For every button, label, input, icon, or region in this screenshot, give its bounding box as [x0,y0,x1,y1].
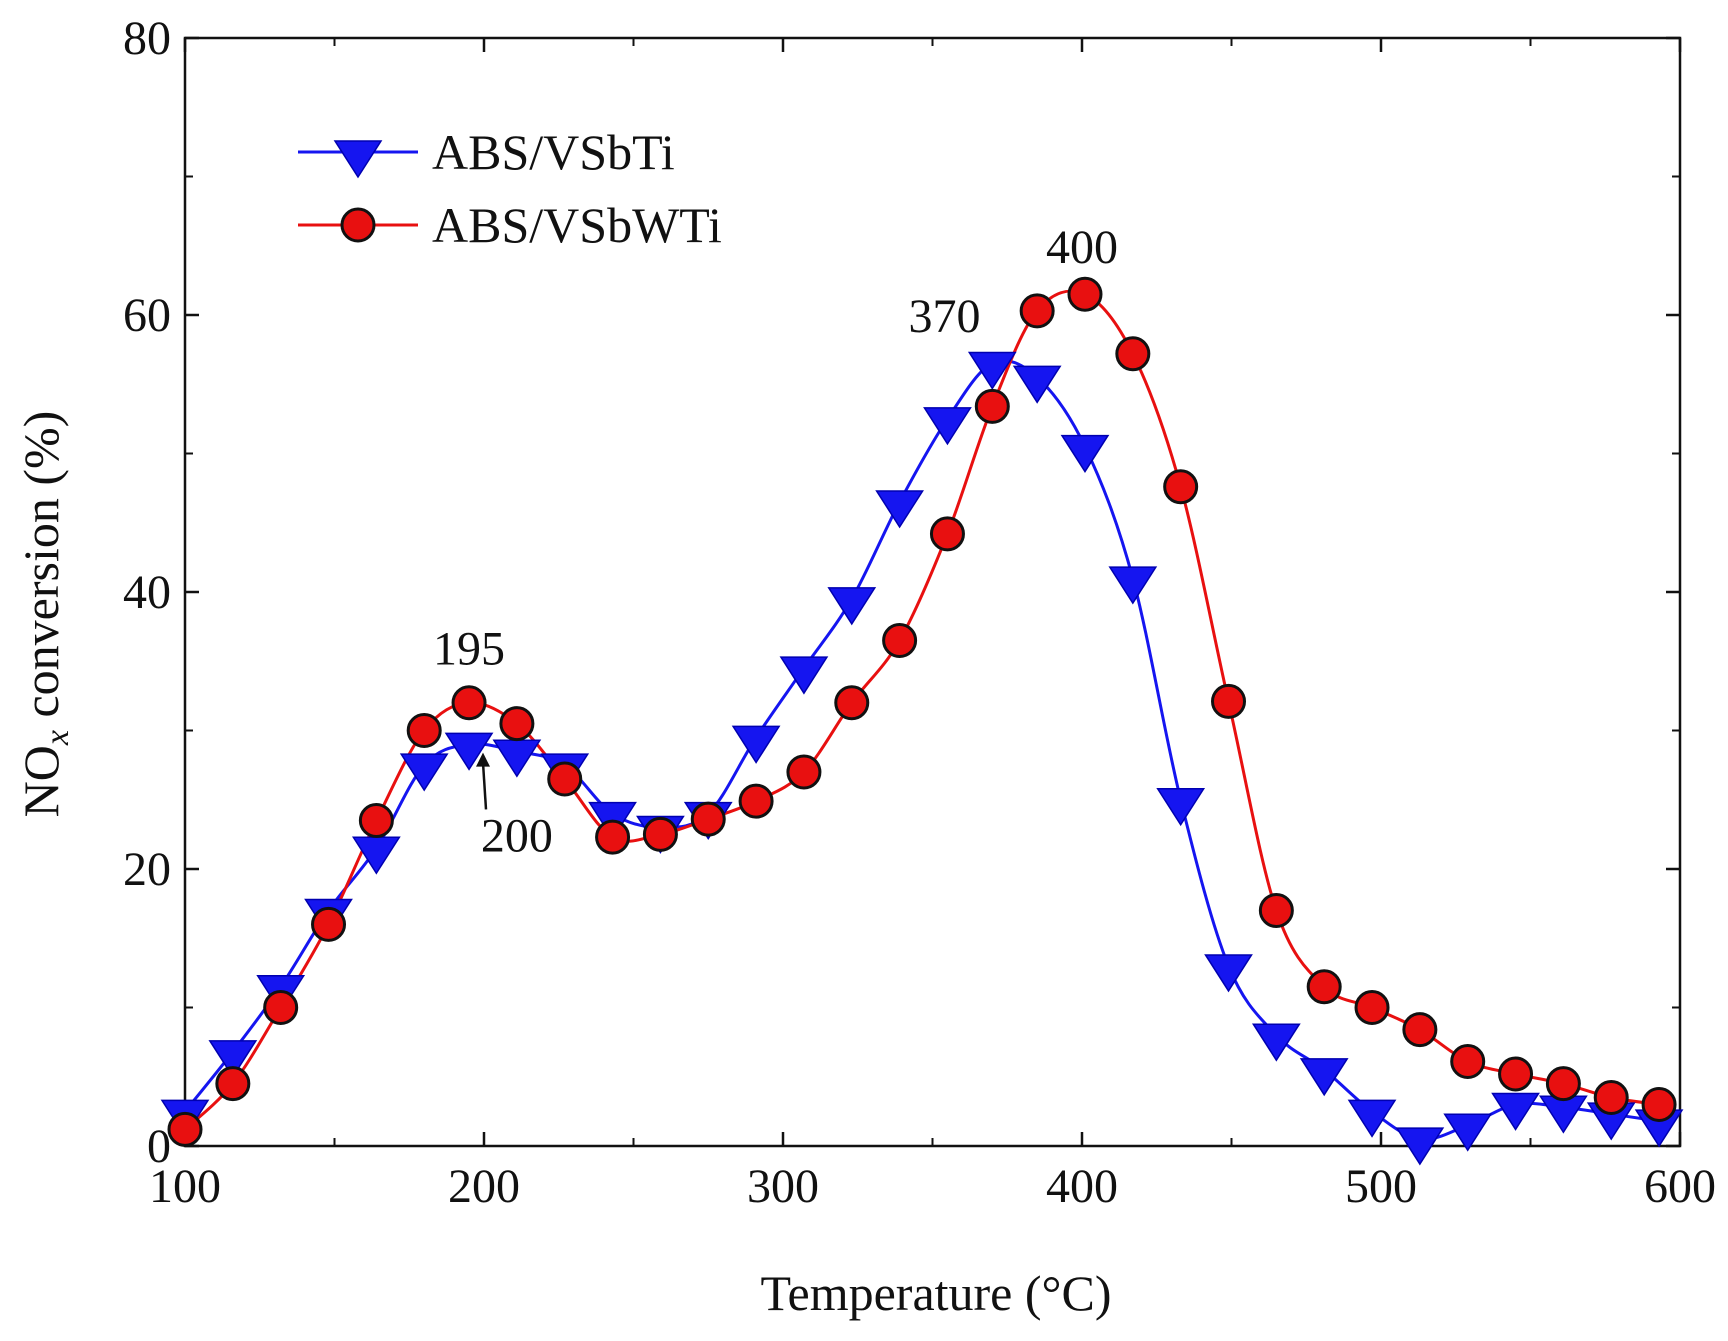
series-1-point [1108,566,1158,605]
peak-label-370: 370 [908,290,980,343]
x-tick-label: 600 [1644,1160,1716,1213]
series-1-point [492,739,542,778]
y-tick-label: 80 [123,12,171,65]
series-1-point [923,407,972,446]
series-2-point [1115,336,1151,372]
series-curves [183,289,1660,1141]
series-2-point [1067,276,1103,312]
annotations: 195 200 370 400 [433,221,1118,863]
series-2-point [1545,1066,1581,1102]
series-1-point [1443,1113,1493,1152]
series-1-point [1156,788,1206,827]
y-tick-label: 20 [123,843,171,896]
series-2-point [451,685,487,721]
plot-border [183,36,1682,1148]
legend-marker-2 [340,207,376,243]
series-2-point [547,761,583,797]
series-2-point [167,1111,203,1147]
series-2-point [1593,1080,1629,1116]
y-axis-title: NOx conversion (%) [13,411,76,818]
series-2-point [215,1066,251,1102]
series-2-point [1402,1012,1438,1048]
axis-ticks: 100 200 300 400 500 600 0 20 40 60 80 [123,12,1716,1213]
series-1-point [208,1040,258,1079]
series-2-point [929,516,965,552]
x-tick-label: 200 [448,1160,520,1213]
x-tick-label: 400 [1046,1160,1118,1213]
peak-arrow-line [481,762,488,810]
y-axis-title-subscript: x [39,730,76,746]
series-2-point [974,388,1010,424]
series-line-1 [183,359,1660,1141]
y-axis-title-suffix: conversion (%) [13,411,69,730]
series-2-point [1641,1086,1677,1122]
series-1-point [1491,1092,1540,1131]
legend-marker-1 [333,140,383,179]
series-1-point [1251,1023,1301,1062]
peak-label-200: 200 [481,809,553,862]
series-1-point [967,351,1017,390]
series-line-2 [183,289,1660,1131]
series-2-point [263,990,299,1025]
series-1-point [1060,434,1110,473]
series-2-point [1019,293,1055,329]
series-2-point [358,803,394,839]
series-2-point [595,819,631,855]
y-tick-label: 0 [147,1120,171,1173]
x-tick-label: 100 [149,1160,221,1213]
peak-label-195: 195 [433,622,505,675]
series-1-point [399,753,449,792]
series-1-point [1204,954,1253,993]
series-2-point [642,816,678,852]
y-axis-title-prefix: NO [13,745,69,817]
series-1-point [1012,365,1062,404]
series-2-point [738,783,774,819]
series-2-point [690,801,726,837]
series-1-point [1347,1099,1397,1138]
series-2-point [1498,1056,1534,1092]
series-2-point [499,706,535,742]
series-2-point [406,713,442,748]
series-2-point [311,906,347,942]
series-2-point [882,622,918,658]
series-2-point [1450,1044,1486,1080]
series-2-point [1211,683,1247,719]
series-2-point [1354,990,1390,1025]
series-1-point [1539,1095,1588,1134]
series-2-point [1258,893,1294,929]
series-1-point [875,490,924,529]
series-markers [160,276,1684,1166]
legend-label-2: ABS/VSbWTi [432,197,722,253]
series-1-point [444,732,494,771]
legend: ABS/VSbTi ABS/VSbWTi [298,124,722,253]
peak-arrow-head [476,752,490,767]
series-2-point [1306,969,1342,1005]
series-1-point [827,587,877,626]
series-1-point [731,725,781,764]
x-axis-title: Temperature (°C) [760,1265,1111,1321]
series-2-point [834,685,870,721]
peak-label-400: 400 [1046,221,1118,274]
plot-frame [183,36,1682,1148]
series-2-point [1163,469,1199,505]
x-tick-label: 500 [1345,1160,1417,1213]
series-1-point [1299,1058,1349,1097]
series-1-point [1395,1127,1445,1166]
y-tick-label: 60 [123,289,171,342]
series-2-point [786,754,822,790]
x-tick-label: 300 [747,1160,819,1213]
legend-label-1: ABS/VSbTi [432,124,675,180]
series-1-point [779,656,829,695]
y-tick-label: 40 [123,566,171,619]
